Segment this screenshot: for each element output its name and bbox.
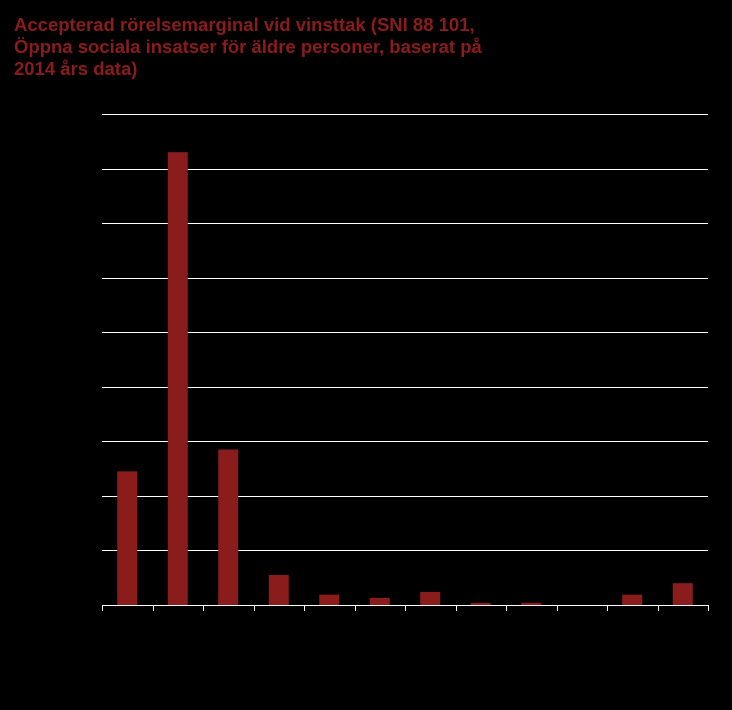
bar-9	[521, 602, 542, 605]
chart-title: Accepterad rörelsemarginal vid vinsttak …	[14, 14, 482, 79]
bar-11	[622, 594, 643, 605]
bar-6	[369, 597, 390, 605]
bar-4	[268, 574, 289, 605]
bars	[117, 152, 693, 605]
x-axis	[102, 605, 709, 611]
bar-3	[218, 449, 239, 605]
bar-7	[420, 591, 441, 605]
bar-12	[672, 583, 693, 605]
bar-8	[470, 602, 491, 605]
bar-2	[167, 152, 188, 605]
bar-5	[319, 594, 340, 605]
bar-1	[117, 471, 138, 605]
gridlines	[102, 114, 708, 551]
